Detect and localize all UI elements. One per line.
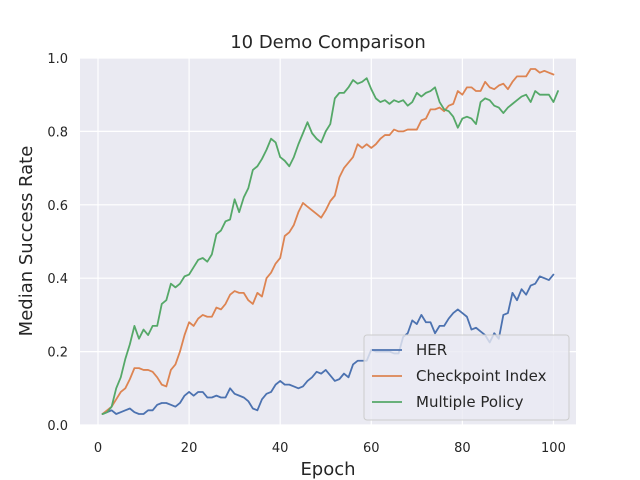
legend-label: HER [416, 341, 447, 359]
y-tick-labels: 0.0 0.2 0.4 0.6 0.8 1.0 [47, 52, 68, 434]
x-tick-labels: 0 20 40 60 80 100 [94, 441, 566, 456]
y-tick-label: 0.8 [47, 125, 68, 140]
legend-label: Multiple Policy [416, 393, 524, 411]
x-tick-label: 40 [272, 441, 289, 456]
x-axis-label: Epoch [300, 459, 355, 480]
series-line-multiple-policy [101, 77, 559, 415]
y-tick-label: 0.2 [47, 346, 68, 361]
legend: HER Checkpoint Index Multiple Policy [363, 334, 570, 421]
x-tick-label: 0 [94, 441, 102, 456]
y-tick-label: 0.6 [47, 199, 68, 214]
y-tick-label: 0.0 [47, 419, 68, 434]
x-tick-label: 80 [454, 441, 471, 456]
series-layer [101, 68, 559, 415]
y-axis-label: Median Success Rate [16, 146, 37, 337]
legend-box [363, 334, 570, 421]
y-tick-label: 0.4 [47, 272, 68, 287]
x-tick-label: 20 [181, 441, 198, 456]
legend-label: Checkpoint Index [416, 367, 547, 385]
series-line-checkpoint-index [101, 68, 555, 415]
x-tick-label: 60 [363, 441, 380, 456]
chart-title: 10 Demo Comparison [230, 32, 426, 53]
y-tick-label: 1.0 [47, 52, 68, 67]
series-line-her [101, 273, 555, 415]
x-tick-label: 100 [541, 441, 566, 456]
